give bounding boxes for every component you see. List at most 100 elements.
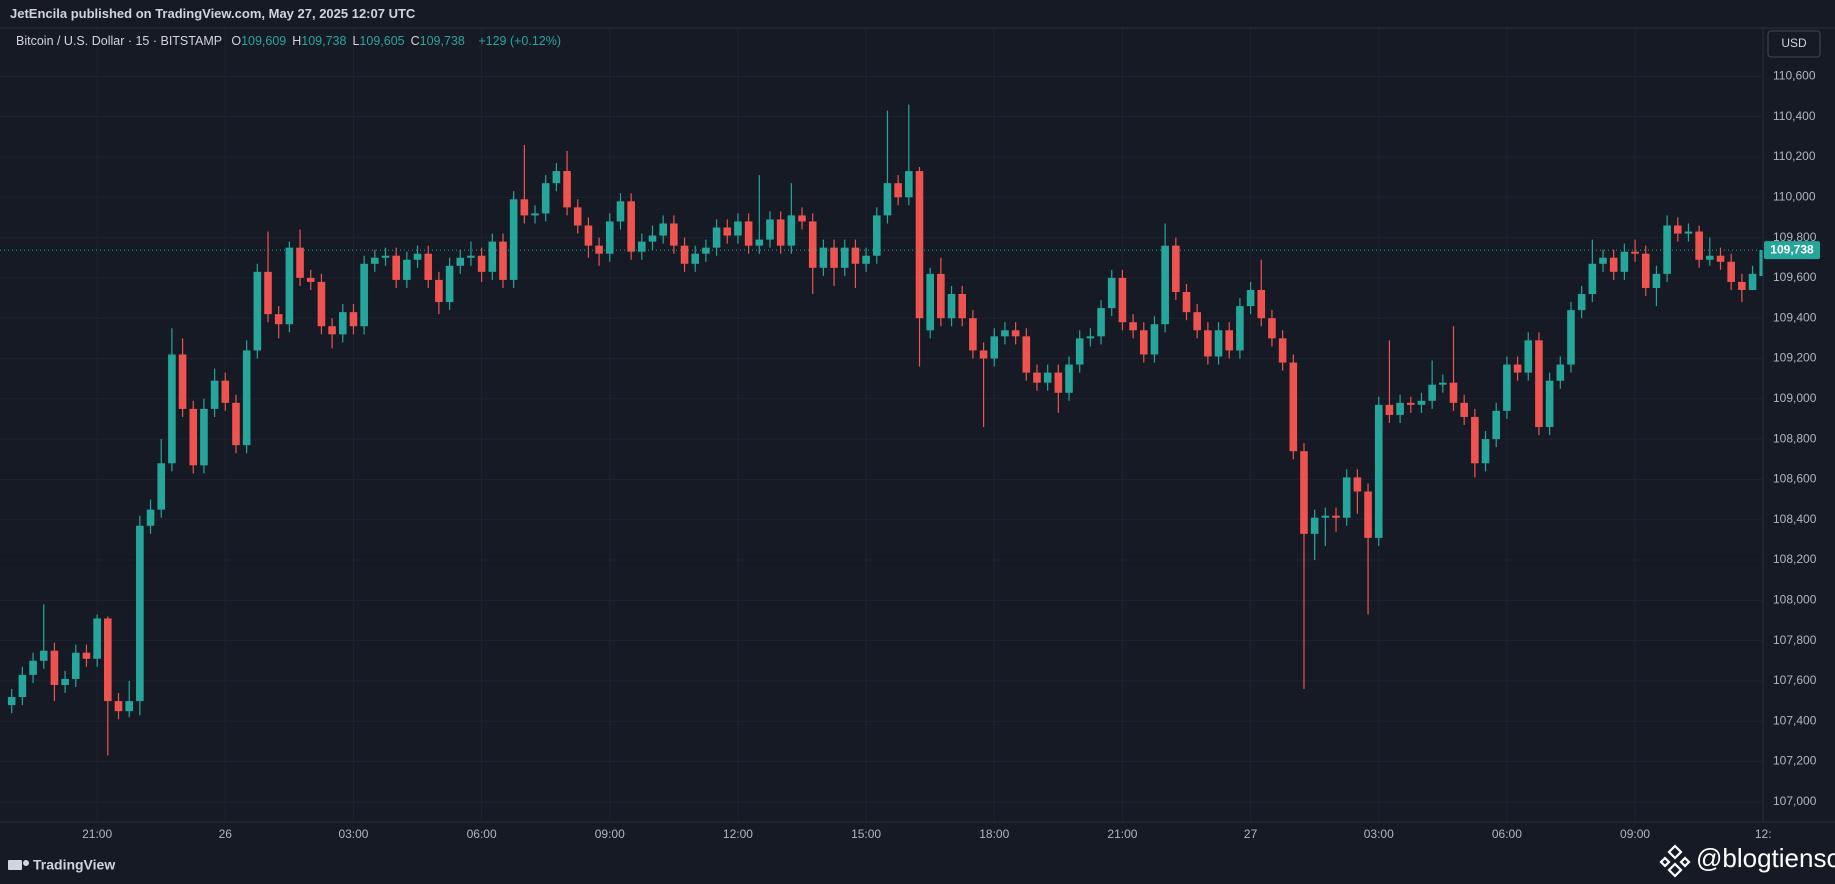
candle-body xyxy=(1663,225,1671,274)
candle-body xyxy=(1139,330,1148,355)
candle-body xyxy=(840,247,849,268)
price-axis xyxy=(1763,28,1835,850)
candle-body xyxy=(1054,372,1063,393)
x-tick-label: 18:00 xyxy=(979,827,1009,841)
candle-body xyxy=(210,380,219,409)
candle-body xyxy=(274,314,283,325)
currency[interactable]: USD xyxy=(1781,36,1807,50)
candle-body xyxy=(1214,330,1223,357)
footer-brand: TradingView xyxy=(33,857,115,873)
candle-body xyxy=(1727,261,1735,282)
candle-body xyxy=(242,350,251,446)
candle-body xyxy=(1107,277,1116,309)
candle-body xyxy=(969,318,977,351)
candle-body xyxy=(1695,231,1703,260)
candle-body xyxy=(413,253,422,260)
candle-body xyxy=(520,199,529,216)
candle-body xyxy=(168,354,176,464)
candle-body xyxy=(1118,277,1127,323)
candle-body xyxy=(1567,310,1575,365)
y-tick-label: 107,000 xyxy=(1773,794,1817,808)
candle-body xyxy=(734,221,742,236)
candle-body xyxy=(627,201,635,252)
candle-body xyxy=(862,255,870,264)
candle-body xyxy=(531,213,539,216)
candle-body xyxy=(776,219,785,246)
y-tick-label: 107,200 xyxy=(1773,754,1817,768)
candle-body xyxy=(1716,255,1725,262)
candle-body xyxy=(744,221,753,246)
candle-body xyxy=(1161,245,1169,325)
candle-body xyxy=(1417,400,1426,405)
candle-body xyxy=(1631,251,1639,254)
candle-body xyxy=(104,618,112,702)
x-tick-label: 03:00 xyxy=(338,827,368,841)
candle-body xyxy=(296,247,304,278)
candle-body xyxy=(851,247,860,264)
candle-body xyxy=(1150,324,1159,355)
candle-body xyxy=(29,660,37,675)
candle-body xyxy=(317,281,326,327)
x-tick-label: 09:00 xyxy=(1620,827,1650,841)
candle-body xyxy=(1011,330,1020,337)
x-tick-label: 12: xyxy=(1755,827,1772,841)
x-tick-label: 09:00 xyxy=(595,827,625,841)
candle-body xyxy=(1364,491,1372,538)
candle-body xyxy=(1545,380,1554,428)
candle-body xyxy=(349,312,358,327)
ohlc: O109,609 H109,738 L109,605 C109,738 xyxy=(231,34,471,48)
candle-body xyxy=(648,235,657,242)
candle-body xyxy=(18,674,27,698)
candle-body xyxy=(200,408,208,466)
candle-body xyxy=(82,652,91,659)
candle-body xyxy=(403,259,411,280)
ohlc-value: 109,605 xyxy=(359,34,405,48)
y-tick-label: 107,800 xyxy=(1773,633,1817,647)
candle-body xyxy=(947,294,956,319)
candle-body xyxy=(1641,253,1650,288)
grid xyxy=(0,28,1764,822)
candle-body xyxy=(456,257,465,266)
publisher: JetEncila published on TradingView.com, … xyxy=(10,6,416,21)
y-tick-label: 107,400 xyxy=(1773,713,1817,727)
candle-body xyxy=(39,650,48,661)
candle-body xyxy=(1353,477,1362,492)
symbol[interactable]: Bitcoin / U.S. Dollar · 15 · BITSTAMP xyxy=(16,34,222,48)
candle-body xyxy=(1086,336,1095,339)
candle-body xyxy=(1524,340,1533,373)
candle-body xyxy=(1289,362,1298,452)
candle-body xyxy=(1588,263,1597,295)
y-tick-label: 108,200 xyxy=(1773,552,1817,566)
candle-body xyxy=(605,221,614,254)
y-tick-label: 109,400 xyxy=(1773,310,1817,324)
candle-body xyxy=(1268,318,1276,339)
candle-body xyxy=(1556,364,1565,381)
candle-body xyxy=(1481,439,1490,464)
tradingview-logo xyxy=(8,860,29,870)
candle-body xyxy=(1065,364,1073,393)
candle-body xyxy=(253,271,262,351)
ohlc-key: O xyxy=(231,34,242,48)
candle-body xyxy=(50,650,59,685)
candle-body xyxy=(1535,340,1543,428)
symbol-bar: Bitcoin / U.S. Dollar · 15 · BITSTAMP O1… xyxy=(16,34,561,48)
candle-body xyxy=(1246,289,1255,307)
candle-body xyxy=(1172,245,1180,292)
candle-body xyxy=(1428,384,1436,401)
candle-body xyxy=(755,239,764,246)
candle-body xyxy=(1033,372,1041,383)
currency-box[interactable] xyxy=(1767,30,1821,58)
candle-body xyxy=(306,277,315,282)
candle-body xyxy=(1204,330,1212,357)
candle-body xyxy=(136,525,144,702)
candle-body xyxy=(1738,281,1746,290)
candle-body xyxy=(1385,404,1394,415)
last-price-label: 109,738 xyxy=(1770,242,1814,256)
candle-body xyxy=(1684,231,1693,234)
candle-body xyxy=(808,221,817,268)
x-tick-label: 15:00 xyxy=(851,827,881,841)
x-tick-label: 26 xyxy=(219,827,233,841)
candle-body xyxy=(1748,273,1757,290)
